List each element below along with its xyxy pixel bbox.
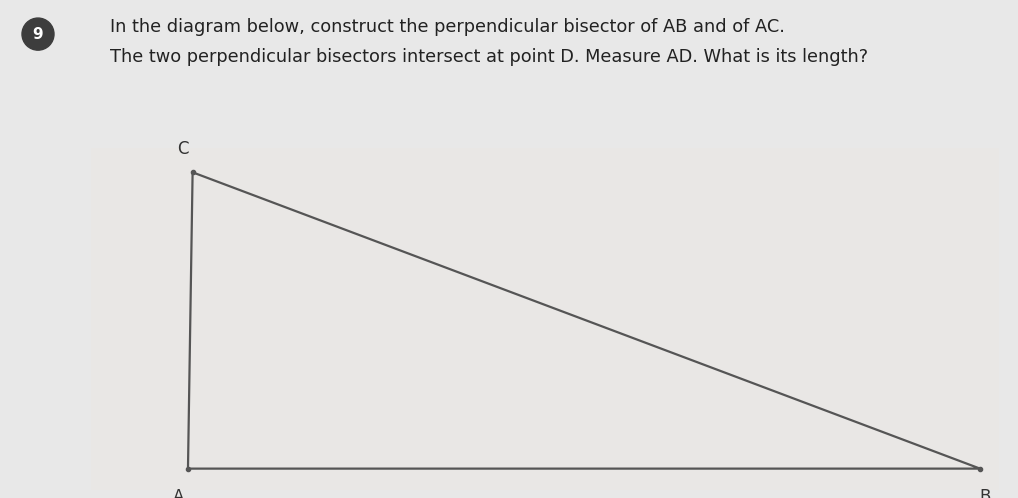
Text: 9: 9 bbox=[33, 26, 44, 42]
Text: C: C bbox=[177, 140, 189, 158]
Text: A: A bbox=[173, 488, 184, 498]
Circle shape bbox=[22, 18, 54, 50]
Text: The two perpendicular bisectors intersect at point ​D​. Measure ​AD​. What is it: The two perpendicular bisectors intersec… bbox=[110, 48, 868, 66]
Text: B: B bbox=[979, 488, 991, 498]
FancyBboxPatch shape bbox=[91, 148, 999, 490]
Text: In the diagram below, construct the perpendicular bisector of ​AB​ and of ​AC​.: In the diagram below, construct the perp… bbox=[110, 18, 785, 36]
